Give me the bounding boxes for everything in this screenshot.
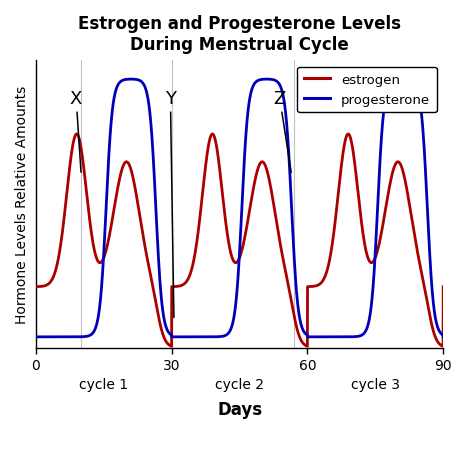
Text: Y: Y [165,89,176,318]
Legend: estrogen, progesterone: estrogen, progesterone [297,67,437,113]
Text: Z: Z [274,89,291,173]
Text: cycle 1: cycle 1 [79,377,128,391]
X-axis label: Days: Days [217,400,262,418]
Text: cycle 3: cycle 3 [351,377,400,391]
Title: Estrogen and Progesterone Levels
During Menstrual Cycle: Estrogen and Progesterone Levels During … [78,15,401,54]
Y-axis label: Hormone Levels Relative Amounts: Hormone Levels Relative Amounts [15,86,29,323]
Text: cycle 2: cycle 2 [215,377,264,391]
Text: X: X [70,89,82,173]
